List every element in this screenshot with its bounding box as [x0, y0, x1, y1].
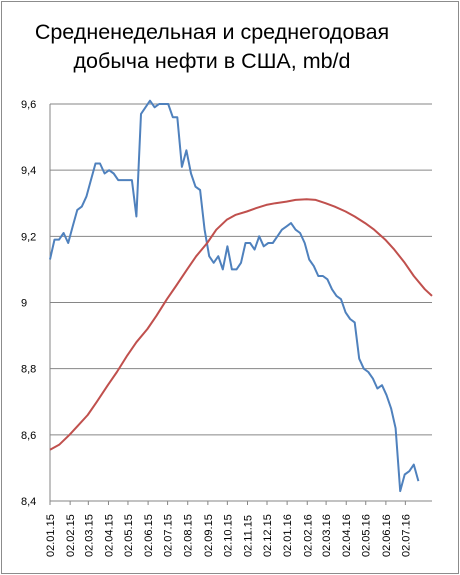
x-tick-label: 02.11.15 [242, 515, 254, 557]
y-tick-label: 9 [21, 298, 27, 310]
x-tick-label: 02.02.15 [65, 514, 77, 557]
y-tick-label: 9,6 [21, 99, 36, 111]
x-tick-label: 02.08.15 [183, 514, 195, 557]
x-tick-label: 02.06.15 [143, 514, 155, 557]
chart-title: Средненедельная и среднегодовая добыча н… [22, 18, 402, 76]
x-tick-label: 02.05.15 [123, 514, 135, 557]
series-weekly-line [49, 99, 420, 493]
x-tick-label: 02.09.15 [203, 514, 215, 557]
y-tick-label: 9,4 [21, 165, 36, 177]
chart-title-line-2: добыча нефти в США, mb/d [73, 49, 351, 73]
x-tick-label: 02.03.15 [83, 514, 95, 557]
y-tick-label: 8,6 [21, 430, 36, 442]
y-tick-label: 8,4 [21, 496, 36, 508]
x-tick-label: 02.10.15 [222, 514, 234, 557]
x-tick-label: 02.02.16 [302, 514, 314, 557]
y-tick-label: 9,2 [21, 231, 36, 243]
series-annual-line [49, 198, 433, 451]
y-tick-label: 8,8 [21, 364, 36, 376]
x-tick-label: 02.01.16 [282, 514, 294, 557]
chart-title-line-1: Средненедельная и среднегодовая [34, 20, 390, 44]
x-tick-label: 02.07.15 [163, 514, 175, 557]
x-tick-label: 02.03.16 [321, 514, 333, 557]
x-tick-label: 02.06.16 [381, 514, 393, 557]
x-tick-label: 02.04.15 [103, 514, 115, 557]
x-tick-label: 02.05.16 [361, 514, 373, 557]
x-tick-label: 02.12.15 [262, 514, 274, 557]
x-tick-label: 02.04.16 [341, 514, 353, 557]
x-tick-label: 02.07.16 [400, 514, 412, 557]
x-tick-label: 02.01.15 [45, 514, 57, 557]
